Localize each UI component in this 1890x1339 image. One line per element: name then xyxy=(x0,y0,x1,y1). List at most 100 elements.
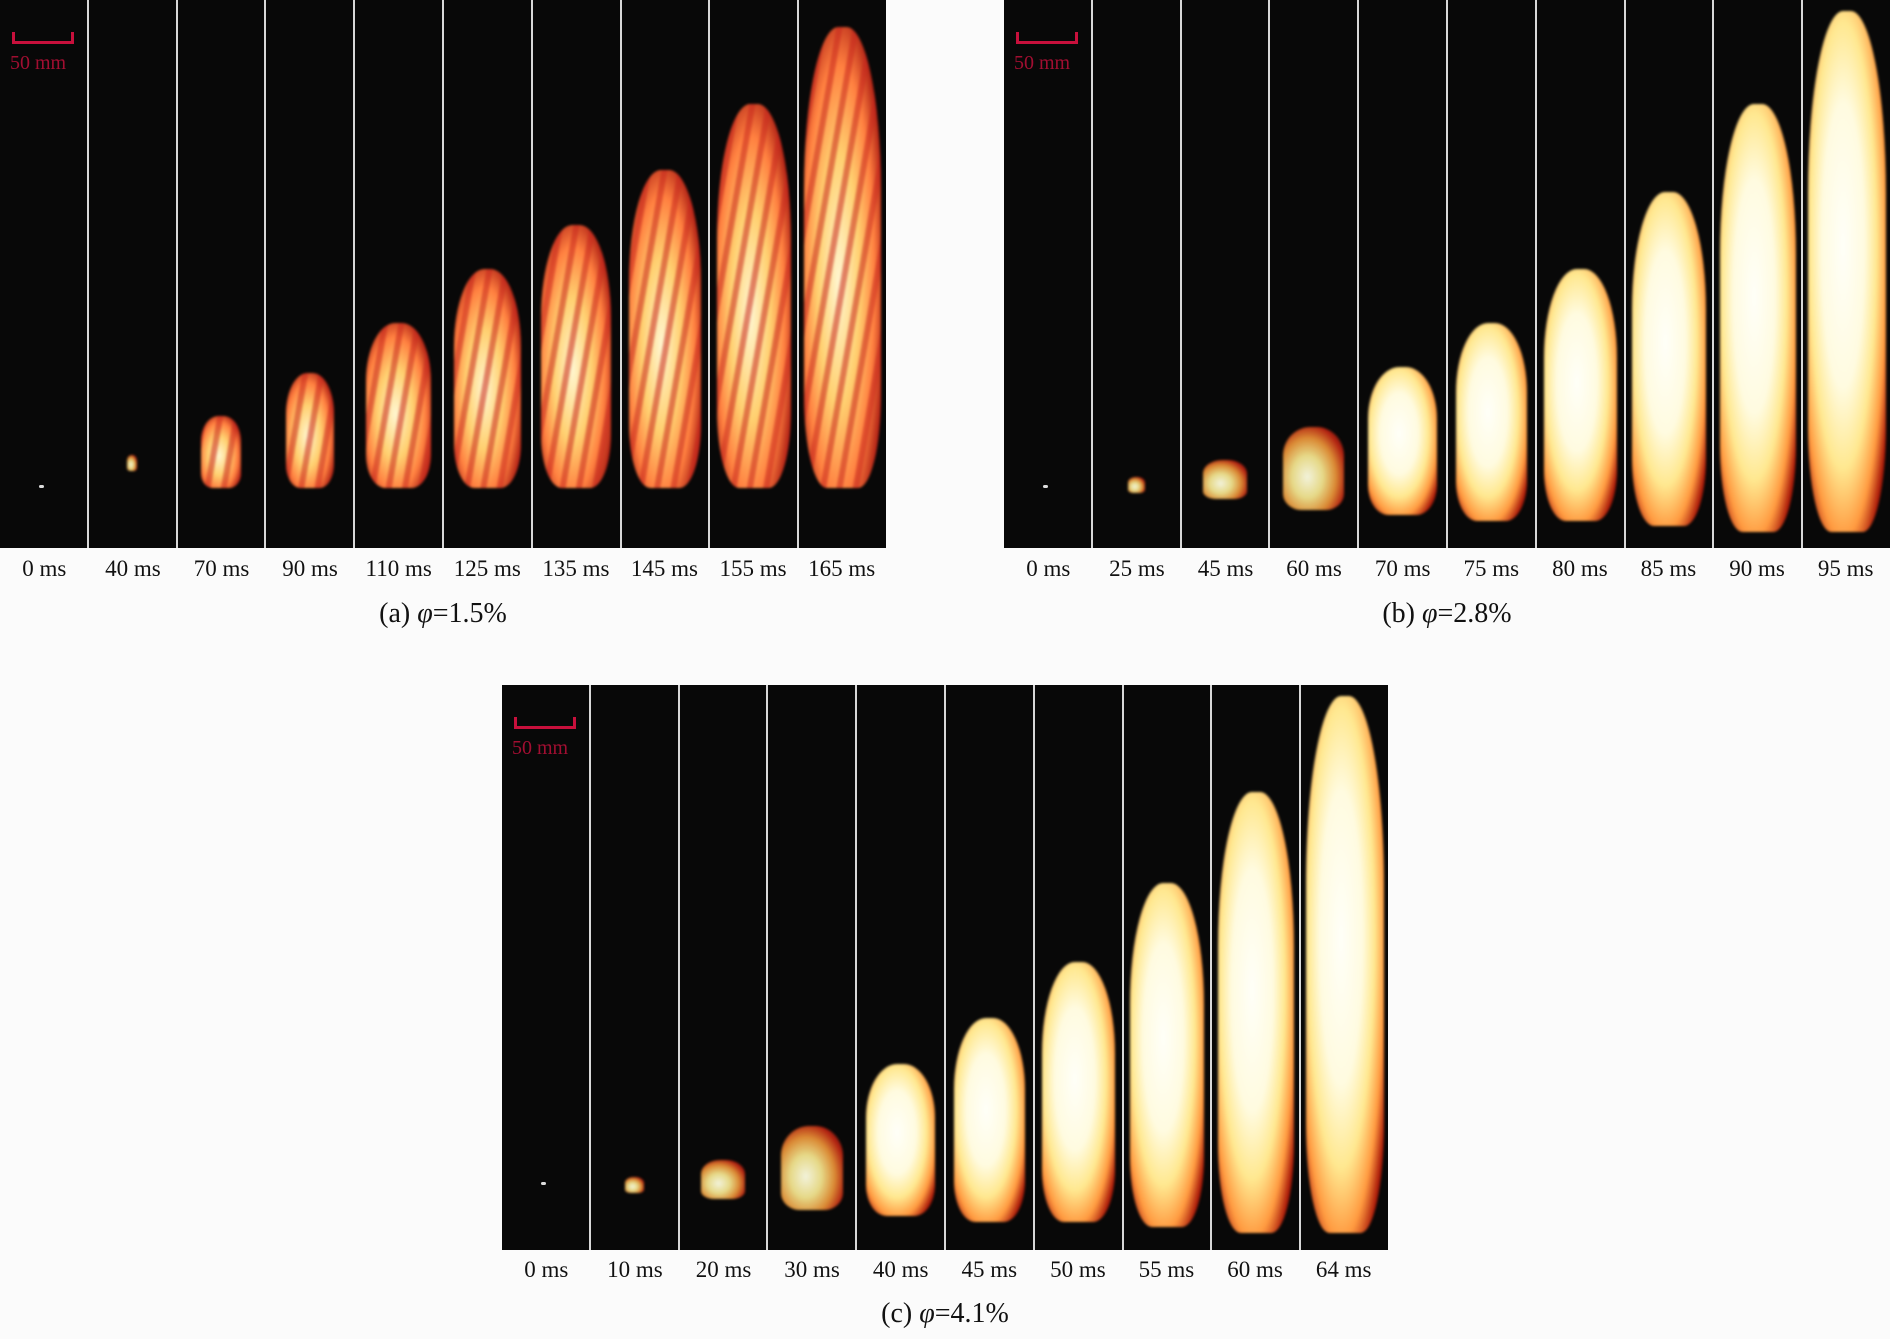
frame-time-label: 0 ms xyxy=(22,556,67,581)
flame xyxy=(541,224,611,488)
frame-time-label: 40 ms xyxy=(872,1257,929,1282)
caption-value: =2.8% xyxy=(1437,598,1512,629)
frame-time-label: 60 ms xyxy=(1227,1257,1283,1282)
flame xyxy=(453,268,522,488)
flame xyxy=(1218,792,1294,1234)
flame xyxy=(1807,10,1886,532)
image-frame xyxy=(1270,0,1360,548)
frame-time-label: 110 ms xyxy=(365,556,432,581)
image-frame xyxy=(590,685,680,1250)
frame-time-label: 90 ms xyxy=(282,556,338,581)
image-frame xyxy=(443,0,533,548)
image-frame xyxy=(88,0,178,548)
image-frame xyxy=(768,685,858,1250)
image-frame xyxy=(857,685,946,1250)
ignition-spark xyxy=(541,1182,547,1186)
image-frame xyxy=(1301,685,1388,1250)
frame-strip: 50 mm xyxy=(502,685,1388,1250)
image-frame xyxy=(1625,0,1715,548)
image-frame xyxy=(1212,685,1302,1250)
flame xyxy=(624,1176,644,1194)
frame-time-label: 30 ms xyxy=(784,1257,840,1282)
frame-time-label: 85 ms xyxy=(1640,556,1697,581)
scale-bar-label: 50 mm xyxy=(10,52,67,74)
flame xyxy=(1367,367,1438,516)
image-frame xyxy=(1034,685,1124,1250)
frame-time-label: 0 ms xyxy=(1026,556,1071,581)
frame-time-label: 75 ms xyxy=(1463,556,1520,581)
caption-value: =4.1% xyxy=(934,1298,1009,1329)
flame xyxy=(1130,882,1204,1228)
frame-time-label: 95 ms xyxy=(1817,556,1874,581)
frame-strip: 50 mm xyxy=(1004,0,1890,548)
flame xyxy=(780,1125,844,1211)
flame xyxy=(865,1063,936,1217)
scale-bar-label: 50 mm xyxy=(1014,52,1071,74)
flame xyxy=(1127,476,1145,494)
image-frame xyxy=(1181,0,1271,548)
panel-caption: (b) φ=2.8% xyxy=(1004,598,1890,630)
image-frame xyxy=(532,0,622,548)
ignition-spark xyxy=(39,484,45,488)
scale-bar xyxy=(12,32,74,44)
frame-time-label: 20 ms xyxy=(695,1257,752,1282)
image-frame xyxy=(1536,0,1626,548)
frame-time-label: 40 ms xyxy=(105,556,161,581)
frame-time-label: 165 ms xyxy=(808,556,876,581)
image-frame xyxy=(799,0,886,548)
scale-bar-label: 50 mm xyxy=(512,737,569,759)
flame xyxy=(804,27,881,488)
image-frame: 50 mm xyxy=(502,685,591,1250)
frame-time-labels: 0 ms 40 ms 70 ms 90 ms 110 ms 125 ms 135 ms 145… xyxy=(0,556,886,582)
panel-caption: (c) φ=4.1% xyxy=(502,1298,1388,1330)
frame-time-label: 135 ms xyxy=(542,556,610,581)
caption-value: =1.5% xyxy=(432,598,507,629)
flame xyxy=(201,416,241,488)
caption-prefix: (b) xyxy=(1382,598,1423,629)
image-frame xyxy=(679,685,769,1250)
flame xyxy=(629,169,701,488)
image-frame xyxy=(266,0,356,548)
flame xyxy=(285,372,334,488)
image-frame xyxy=(1447,0,1537,548)
scale-bar xyxy=(1016,32,1078,44)
caption-prefix: (a) xyxy=(379,598,418,629)
flame xyxy=(1041,961,1115,1222)
flame xyxy=(1283,427,1345,510)
frame-time-label: 155 ms xyxy=(719,556,787,581)
frame-time-label: 70 ms xyxy=(1374,556,1431,581)
frame-time-label: 0 ms xyxy=(524,1257,569,1282)
caption-symbol: φ xyxy=(919,1298,935,1329)
frame-time-label: 50 ms xyxy=(1050,1257,1106,1282)
flame xyxy=(1720,104,1796,532)
image-frame xyxy=(1359,0,1448,548)
frame-time-label: 90 ms xyxy=(1729,556,1785,581)
flame xyxy=(716,104,791,488)
flame xyxy=(1632,191,1706,527)
caption-symbol: φ xyxy=(1422,598,1438,629)
caption-symbol: φ xyxy=(417,598,433,629)
frame-time-label: 55 ms xyxy=(1138,1257,1195,1282)
image-frame xyxy=(945,685,1035,1250)
image-frame xyxy=(621,0,711,548)
image-frame xyxy=(355,0,444,548)
image-frame: 50 mm xyxy=(1004,0,1093,548)
frame-time-label: 145 ms xyxy=(630,556,698,581)
flame xyxy=(953,1018,1025,1222)
flame xyxy=(1305,696,1384,1234)
ignition-spark xyxy=(1043,484,1049,488)
flame xyxy=(701,1159,745,1200)
image-frame xyxy=(1803,0,1890,548)
frame-time-label: 64 ms xyxy=(1315,1257,1372,1282)
frame-strip: 50 mm xyxy=(0,0,886,548)
frame-time-label: 70 ms xyxy=(193,556,250,581)
panel-caption: (a) φ=1.5% xyxy=(0,598,886,630)
image-frame xyxy=(710,0,800,548)
caption-prefix: (c) xyxy=(881,1298,920,1329)
scale-bar xyxy=(514,717,576,729)
flame xyxy=(126,454,138,472)
frame-time-label: 80 ms xyxy=(1552,556,1608,581)
frame-time-label: 10 ms xyxy=(607,1257,663,1282)
flame xyxy=(366,323,432,488)
image-frame xyxy=(1123,685,1213,1250)
